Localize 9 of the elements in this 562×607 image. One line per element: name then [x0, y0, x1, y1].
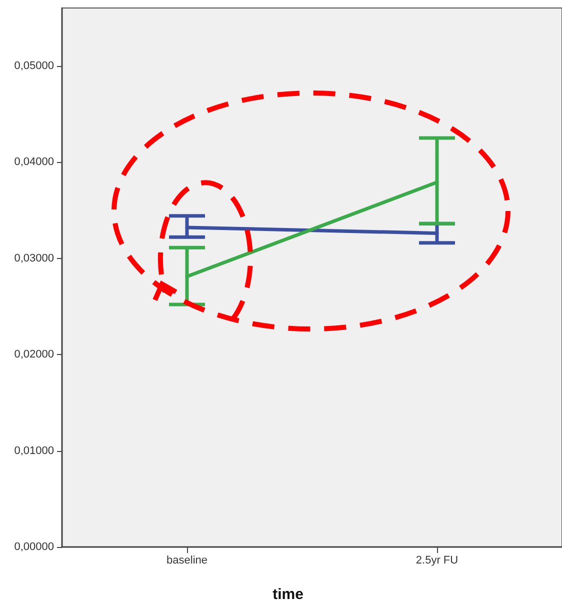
x-axis-title: time [272, 586, 304, 603]
y-tick-label: 0,02000 [14, 348, 54, 360]
y-tick-label: 0,00000 [14, 541, 54, 553]
y-tick-label: 0,05000 [14, 60, 54, 72]
y-tick-label: 0,03000 [14, 252, 54, 264]
y-tick-label: 0,04000 [14, 156, 54, 168]
y-tick-label: 0,01000 [14, 444, 54, 457]
x-tick-label: baseline [166, 554, 208, 566]
x-tick-label: 2.5yr FU [416, 554, 458, 566]
